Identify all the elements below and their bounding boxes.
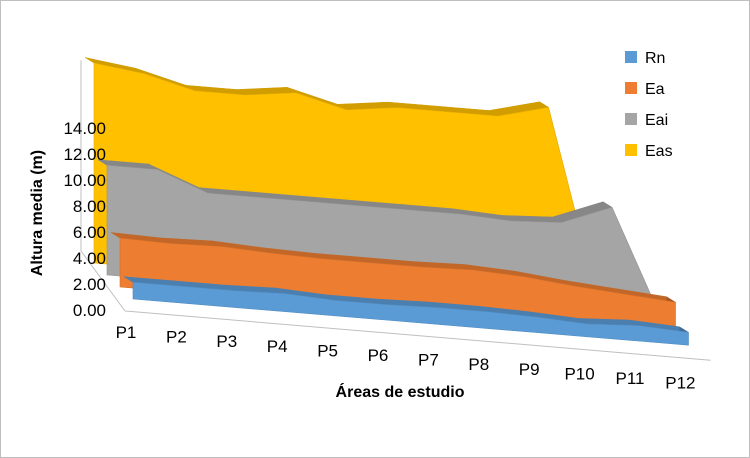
- y-tick-label: 14.00: [63, 119, 106, 138]
- series-layer: [84, 57, 689, 346]
- x-tick-label: P11: [616, 369, 645, 388]
- y-tick-label: 0.00: [73, 301, 106, 320]
- x-tick-label: P4: [267, 337, 288, 356]
- x-axis-ticks: P1 P2 P3 P4 P5 P6 P7 P8 P9 P10 P11 P12: [116, 323, 696, 393]
- series-rn-area: [132, 281, 689, 346]
- series-rn: [123, 276, 689, 346]
- x-tick-label: P7: [418, 351, 439, 370]
- legend: Rn Ea Eai Eas: [625, 50, 673, 160]
- legend-swatch-eas: [625, 144, 637, 156]
- x-tick-label: P2: [166, 328, 187, 347]
- y-tick-label: 8.00: [73, 197, 106, 216]
- x-tick-label: P1: [116, 323, 137, 342]
- legend-label-ea: Ea: [645, 81, 665, 98]
- x-tick-label: P9: [519, 360, 540, 379]
- y-axis-ticks: 0.00 2.00 4.00 6.00 8.00 10.00 12.00 14.00: [63, 119, 106, 320]
- x-axis-title: Áreas de estudio: [336, 382, 465, 401]
- legend-swatch-rn: [625, 51, 637, 63]
- y-axis-title: Altura media (m): [29, 150, 46, 276]
- y-tick-label: 12.00: [63, 145, 106, 164]
- x-tick-label: P10: [564, 364, 594, 383]
- x-tick-label: P6: [368, 346, 389, 365]
- x-tick-label: P5: [317, 341, 338, 360]
- x-tick-label: P3: [216, 332, 237, 351]
- legend-label-eai: Eai: [645, 112, 668, 129]
- legend-swatch-eai: [625, 113, 637, 125]
- legend-label-rn: Rn: [645, 50, 665, 67]
- legend-swatch-ea: [625, 82, 637, 94]
- legend-label-eas: Eas: [645, 143, 673, 160]
- y-tick-label: 4.00: [73, 249, 106, 268]
- y-tick-label: 6.00: [73, 223, 106, 242]
- chart-walls: [80, 60, 711, 361]
- x-tick-label: P12: [665, 374, 695, 393]
- x-tick-label: P8: [468, 355, 489, 374]
- y-tick-label: 10.00: [63, 171, 106, 190]
- y-tick-label: 2.00: [73, 275, 106, 294]
